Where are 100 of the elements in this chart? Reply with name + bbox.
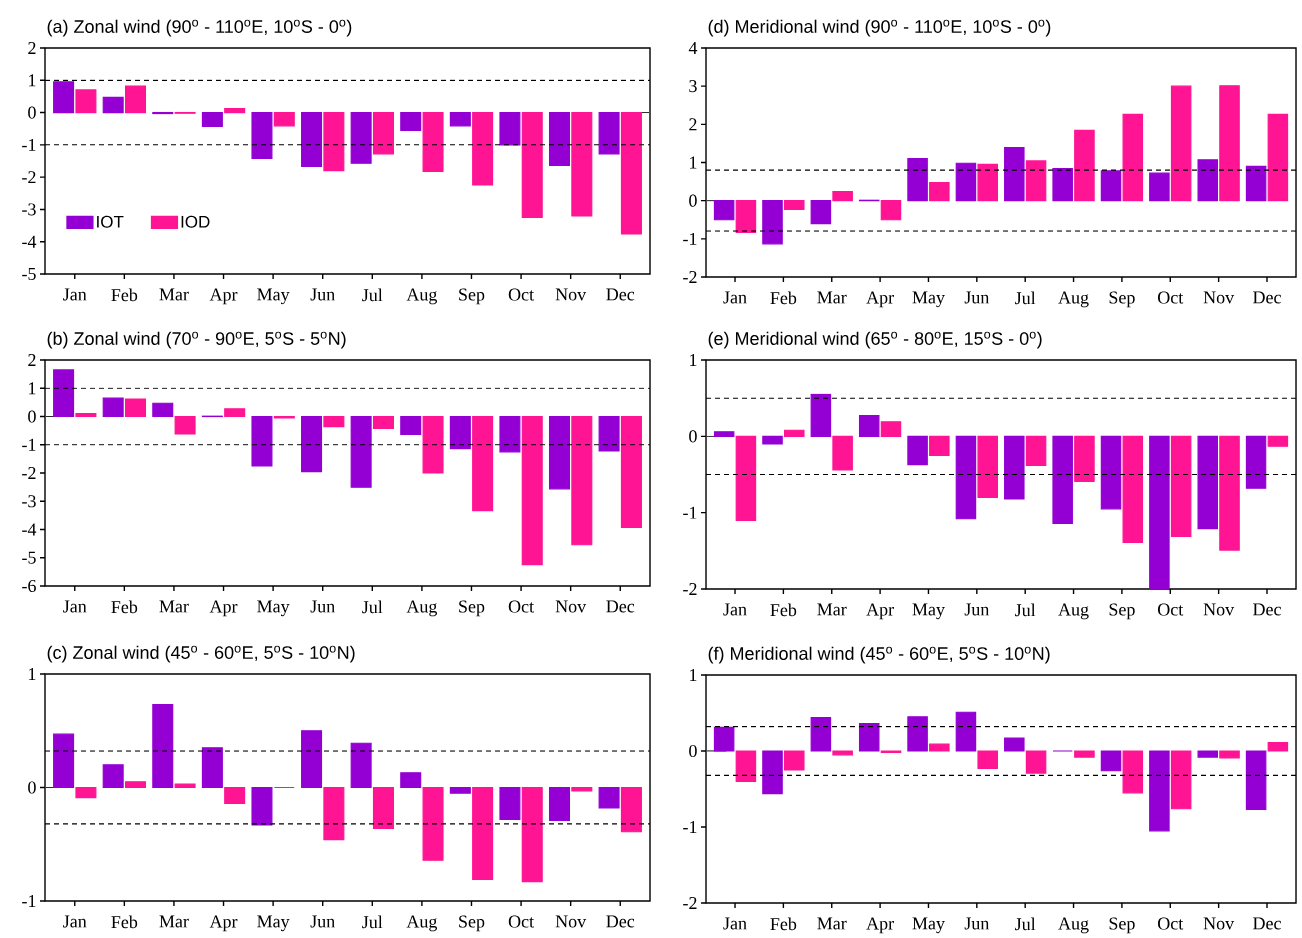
y-tick-label: -2 xyxy=(683,271,697,283)
chart-title: (f) Meridional wind (45$^{o}$ - 60$^{o}$E, 5$^{o}$S - 10$^{o}$N) xyxy=(708,646,1050,664)
y-tick-label: -2 xyxy=(22,467,36,479)
x-tick-label: Jan xyxy=(723,917,747,930)
x-tick-label: Sep xyxy=(1109,917,1135,934)
y-tick-label: -1 xyxy=(683,506,697,519)
x-tick-label: Aug xyxy=(406,288,438,305)
x-tick-label: Feb xyxy=(770,917,797,931)
x-tick-label: Sep xyxy=(459,915,485,932)
x-tick-label: Mar xyxy=(817,917,847,930)
x-tick-label: May xyxy=(257,600,290,617)
chart-title: (a) Zonal wind (90$^{o}$ - 110$^{o}$E, 10$^{o}$S - 0$^{o}$) xyxy=(47,19,352,37)
x-tick-label: Nov xyxy=(1203,603,1235,616)
x-tick-label: Apr xyxy=(209,600,238,617)
x-tick-label: Nov xyxy=(555,600,587,613)
x-tick-label: Apr xyxy=(866,603,894,620)
x-tick-label: Jan xyxy=(723,291,747,304)
x-tick-label: Apr xyxy=(866,291,894,308)
x-tick-label: Nov xyxy=(555,915,587,928)
x-tick-label: Dec xyxy=(1253,291,1281,304)
x-tick-label: Aug xyxy=(406,600,438,617)
chart-title: (e) Meridional wind (65$^{o}$ - 80$^{o}$E, 15$^{o}$S - 0$^{o}$) xyxy=(708,331,1042,349)
x-tick-label: Apr xyxy=(866,917,894,934)
x-tick-label: Dec xyxy=(606,288,635,301)
y-tick-label: -5 xyxy=(22,551,36,564)
x-tick-label: Jul xyxy=(362,288,383,302)
x-tick-label: Dec xyxy=(1253,917,1281,930)
x-tick-label: Jan xyxy=(63,600,87,613)
y-tick-label: -3 xyxy=(22,203,36,216)
x-tick-label: May xyxy=(257,288,290,305)
x-tick-label: Sep xyxy=(1109,291,1135,308)
y-tick-label: -6 xyxy=(22,579,36,593)
x-tick-label: Jun xyxy=(310,915,335,928)
y-tick-label: -1 xyxy=(683,821,697,833)
y-tick-label: 1 xyxy=(29,382,36,395)
x-tick-label: Nov xyxy=(1203,917,1235,930)
x-tick-label: Oct xyxy=(1158,603,1184,616)
x-tick-label: Aug xyxy=(1058,917,1089,934)
x-tick-label: Feb xyxy=(111,600,138,614)
x-tick-label: Aug xyxy=(1058,603,1089,620)
chart-title: (d) Meridional wind (90$^{o}$ - 110$^{o}$E, 10$^{o}$S - 0$^{o}$) xyxy=(708,19,1051,37)
y-tick-label: -1 xyxy=(22,138,36,151)
x-tick-label: Jun xyxy=(310,288,335,301)
x-tick-label: Jul xyxy=(362,600,383,614)
x-tick-label: Mar xyxy=(159,915,189,928)
y-tick-label: 0 xyxy=(28,410,36,423)
x-tick-label: Jul xyxy=(1015,291,1036,305)
y-tick-label: 1 xyxy=(29,74,36,87)
y-tick-label: -1 xyxy=(22,438,36,451)
y-tick-label: -5 xyxy=(22,268,36,280)
y-tick-label: -1 xyxy=(683,232,697,245)
y-tick-label: 2 xyxy=(28,354,36,366)
x-tick-label: Mar xyxy=(159,288,189,301)
x-tick-label: Nov xyxy=(555,288,587,301)
y-tick-label: 1 xyxy=(29,668,36,680)
x-tick-label: May xyxy=(912,291,945,308)
x-tick-label: Mar xyxy=(159,600,189,613)
x-tick-label: Apr xyxy=(209,288,238,305)
y-tick-label: 0 xyxy=(689,744,697,758)
y-tick-label: 4 xyxy=(688,42,698,54)
x-tick-label: Aug xyxy=(406,915,438,932)
y-tick-label: -4 xyxy=(22,235,37,248)
y-tick-label: -1 xyxy=(22,895,36,907)
x-tick-label: Apr xyxy=(209,915,238,932)
x-tick-label: Jan xyxy=(63,915,87,928)
x-tick-label: Feb xyxy=(111,288,138,302)
y-tick-label: -2 xyxy=(22,171,36,184)
x-tick-label: Mar xyxy=(817,603,847,616)
x-tick-label: Sep xyxy=(1109,603,1135,620)
x-tick-label: Jun xyxy=(964,603,990,616)
x-tick-label: Oct xyxy=(508,600,534,613)
y-tick-label: 1 xyxy=(690,669,697,681)
x-tick-label: Jan xyxy=(63,288,87,301)
x-tick-label: Jan xyxy=(723,603,747,616)
x-tick-label: Oct xyxy=(1158,291,1184,304)
x-tick-label: Jun xyxy=(964,291,990,304)
y-tick-label: 0 xyxy=(689,430,697,443)
x-tick-label: Jun xyxy=(310,600,335,613)
x-tick-label: Oct xyxy=(508,915,534,928)
y-tick-label: 0 xyxy=(28,106,36,119)
x-tick-label: Aug xyxy=(1058,291,1089,308)
y-tick-label: -4 xyxy=(22,523,37,536)
x-tick-label: Feb xyxy=(770,291,797,305)
x-tick-label: May xyxy=(912,603,945,620)
x-tick-label: Dec xyxy=(606,915,635,928)
y-tick-label: -2 xyxy=(683,583,697,595)
x-tick-label: Oct xyxy=(1158,917,1184,930)
x-tick-label: May xyxy=(257,915,290,932)
x-tick-label: Sep xyxy=(459,600,485,617)
y-tick-label: 1 xyxy=(690,156,697,169)
y-tick-label: 2 xyxy=(28,42,36,54)
chart-title: (b) Zonal wind (70$^{o}$ - 90$^{o}$E, 5$^{o}$S - 5$^{o}$N) xyxy=(47,331,346,349)
y-tick-label: -3 xyxy=(22,495,36,508)
y-tick-label: 2 xyxy=(689,118,697,131)
x-tick-label: Jun xyxy=(964,917,990,930)
x-tick-label: Nov xyxy=(1203,291,1235,304)
y-tick-label: 3 xyxy=(689,80,697,93)
y-tick-label: 1 xyxy=(690,354,697,366)
x-tick-label: Feb xyxy=(770,603,797,617)
x-tick-label: Dec xyxy=(1253,603,1281,616)
